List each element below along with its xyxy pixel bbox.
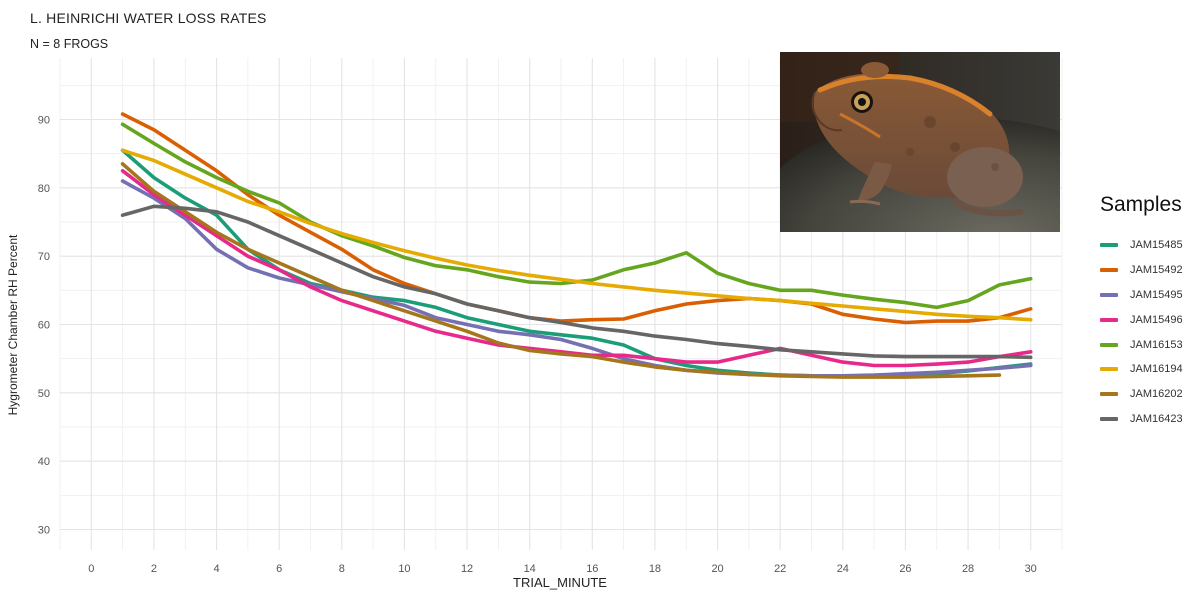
x-axis-label: TRIAL_MINUTE	[513, 575, 607, 590]
series-lines	[120, 112, 1033, 379]
x-tick-label: 10	[398, 563, 410, 575]
x-tick-label: 30	[1025, 563, 1037, 575]
legend-swatch	[1100, 268, 1118, 273]
x-tick-label: 2	[151, 563, 157, 575]
y-tick-label: 50	[38, 388, 50, 400]
legend-swatch	[1100, 416, 1118, 421]
series-line-jam15495	[120, 179, 1033, 378]
legend-swatch	[1100, 367, 1118, 372]
legend-swatch	[1100, 317, 1118, 322]
y-axis-label: Hygrometer Chamber RH Percent	[6, 234, 20, 415]
x-tick-label: 16	[586, 563, 598, 575]
legend-items: JAM15485 JAM15492 JAM15495 JAM15496 JAM16153…	[1100, 233, 1183, 431]
legend-item-jam15485: JAM15485	[1100, 233, 1183, 258]
legend-item-jam16202: JAM16202	[1100, 382, 1183, 407]
legend-swatch	[1100, 292, 1118, 297]
legend-item-jam15495: JAM15495	[1100, 283, 1183, 308]
legend-label: JAM16153	[1130, 338, 1183, 351]
tick-labels: 0 2 4 6 8 10 12 14 16 18 20 22 24 26 28 303040506070809…	[38, 115, 1037, 576]
series-line-jam16194	[120, 148, 1033, 322]
legend-label: JAM15492	[1130, 264, 1183, 277]
series-line-jam16202	[120, 162, 1002, 379]
legend-label: JAM16194	[1130, 363, 1183, 376]
legend-label: JAM16202	[1130, 388, 1183, 401]
legend-swatch	[1100, 392, 1118, 397]
legend: Samples JAM15485 JAM15492 JAM15495 JAM15496…	[1100, 193, 1183, 431]
y-tick-label: 70	[38, 251, 50, 263]
x-tick-label: 28	[962, 563, 974, 575]
legend-title: Samples	[1100, 193, 1182, 216]
legend-item-jam16423: JAM16423	[1100, 407, 1183, 432]
x-tick-label: 22	[774, 563, 786, 575]
frog-photo	[780, 52, 1060, 232]
chart-title: L. HEINRICHI WATER LOSS RATES	[30, 10, 267, 26]
x-tick-label: 4	[214, 563, 220, 575]
x-tick-label: 8	[339, 563, 345, 575]
y-tick-label: 30	[38, 525, 50, 537]
x-tick-label: 6	[276, 563, 282, 575]
legend-swatch	[1100, 342, 1118, 347]
x-tick-label: 0	[88, 563, 94, 575]
legend-item-jam16153: JAM16153	[1100, 332, 1183, 357]
grid-lines	[59, 58, 1063, 550]
legend-label: JAM15495	[1130, 288, 1183, 301]
legend-swatch	[1100, 243, 1118, 248]
x-tick-label: 20	[711, 563, 723, 575]
legend-item-jam15496: JAM15496	[1100, 307, 1183, 332]
series-line-jam16423	[120, 204, 1033, 360]
x-tick-label: 26	[899, 563, 911, 575]
x-tick-label: 12	[461, 563, 473, 575]
y-tick-label: 90	[38, 115, 50, 127]
legend-label: JAM15485	[1130, 239, 1183, 252]
y-tick-label: 80	[38, 183, 50, 195]
x-tick-label: 24	[837, 563, 849, 575]
legend-label: JAM16423	[1130, 412, 1183, 425]
y-tick-label: 40	[38, 456, 50, 468]
chart-subtitle: N = 8 FROGS	[30, 37, 109, 51]
legend-label: JAM15496	[1130, 313, 1183, 326]
y-tick-label: 60	[38, 320, 50, 332]
legend-item-jam15492: JAM15492	[1100, 258, 1183, 283]
legend-item-jam16194: JAM16194	[1100, 357, 1183, 382]
x-tick-label: 14	[524, 563, 536, 575]
x-tick-label: 18	[649, 563, 661, 575]
